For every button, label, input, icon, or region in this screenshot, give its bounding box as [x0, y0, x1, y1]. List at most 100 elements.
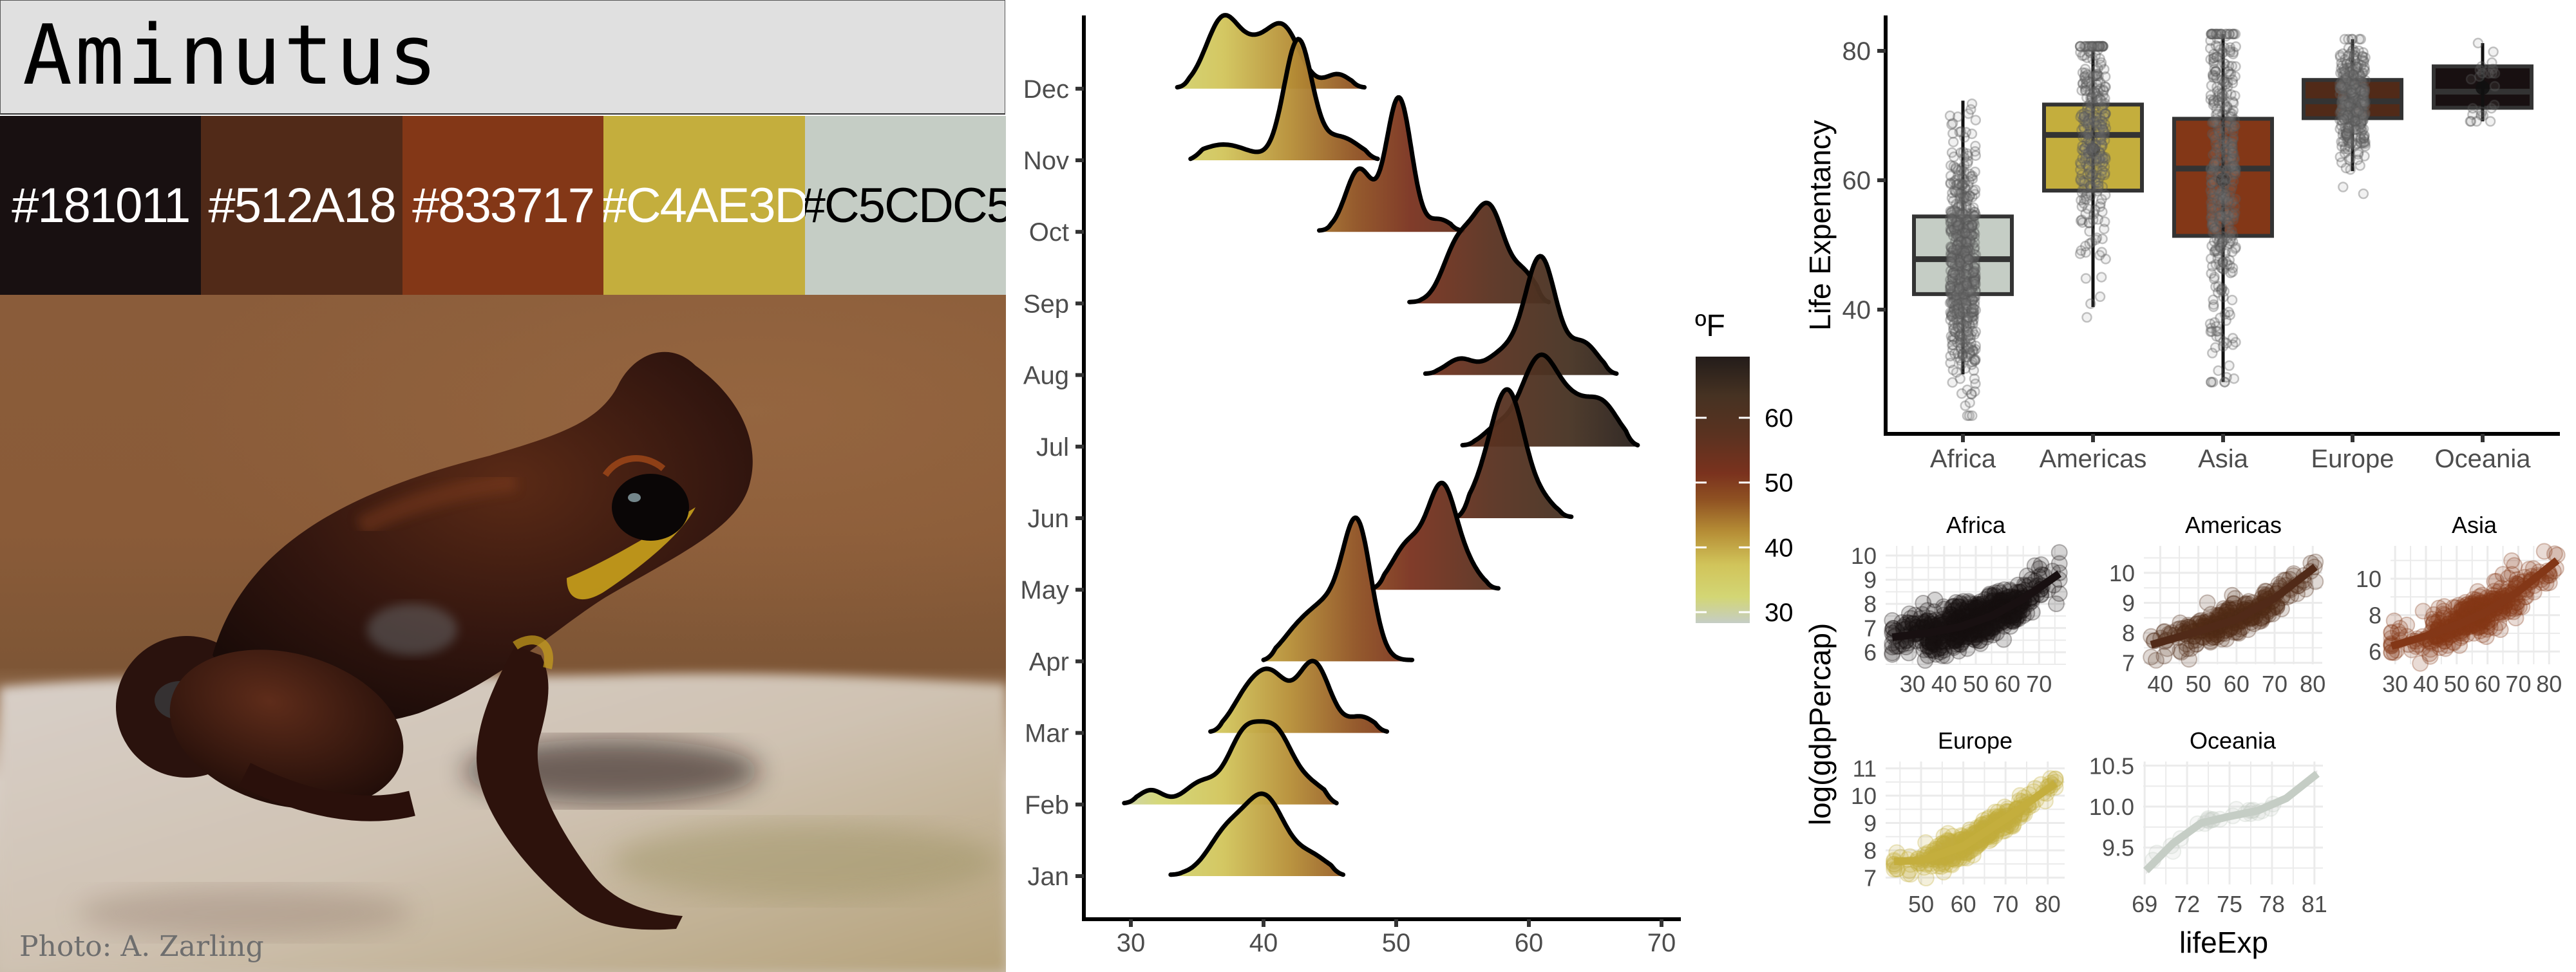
jitter-point	[1947, 205, 1958, 216]
jitter-point	[1962, 234, 1973, 245]
jitter-point	[1960, 209, 1971, 221]
jitter-point	[1965, 215, 1977, 226]
jitter-point	[1953, 302, 1965, 313]
scatter-point	[2535, 543, 2553, 560]
jitter-point	[1946, 308, 1957, 320]
jitter-point	[1954, 288, 1965, 299]
jitter-point	[2349, 79, 2360, 90]
jitter-point	[1967, 173, 1978, 185]
jitter-point	[2209, 52, 2220, 63]
jitter-point	[1970, 354, 1981, 365]
box-group-oceania	[2432, 42, 2533, 122]
y-tick-label: 9	[1864, 810, 1877, 837]
jitter-point	[1955, 331, 1965, 342]
x-tick-label: 50	[2186, 671, 2211, 697]
jitter-point	[1947, 273, 1958, 285]
jitter-point	[1950, 162, 1962, 173]
y-tick-label: 6	[1864, 639, 1877, 666]
jitter-point	[1955, 290, 1965, 301]
jitter-point	[1958, 308, 1969, 319]
color-swatch-c4ae3d[interactable]: #C4AE3D	[603, 116, 805, 295]
jitter-point	[1951, 212, 1962, 223]
y-tick-label: 10	[2356, 566, 2382, 592]
jitter-point	[1954, 234, 1965, 246]
x-tick-label: 60	[2475, 671, 2501, 697]
jitter-point	[1950, 236, 1961, 247]
jitter-point	[2217, 341, 2229, 352]
jitter-point	[1956, 334, 1968, 345]
legend-ticks: 30 40 50 60	[1696, 404, 1794, 627]
jitter-point	[1964, 191, 1975, 201]
jitter-point	[2087, 71, 2099, 82]
jitter-point	[1954, 126, 1965, 138]
palette-title: Aminutus	[23, 8, 440, 104]
jitter-point	[1964, 320, 1976, 332]
jitter-point	[1949, 186, 1961, 197]
jitter-point	[2336, 141, 2347, 152]
jitter-point	[1947, 220, 1958, 230]
jitter-point	[1962, 158, 1973, 169]
jitter-point	[2088, 143, 2099, 154]
boxplot-chart: 40 60 80 Africa Americas Asia Europe Oceania L…	[1803, 15, 2560, 473]
jitter-point	[1951, 243, 1962, 254]
jitter-point	[2211, 108, 2223, 119]
y-tick-label-apr: Apr	[1029, 648, 1069, 676]
jitter-point	[1962, 226, 1973, 237]
jitter-point	[2093, 180, 2104, 192]
facet-americas: Americas 40 50 60 70 80 7 8 9 10	[2109, 512, 2325, 697]
color-swatch-512a18[interactable]: #512A18	[201, 116, 402, 295]
color-swatch-c5cdc5[interactable]: #C5CDC5	[804, 116, 1007, 295]
jitter-point	[1963, 108, 1974, 119]
jitter-point	[1955, 212, 1966, 223]
jitter-point	[1958, 179, 1969, 190]
jitter-point	[1966, 295, 1978, 307]
jitter-point	[1964, 240, 1975, 252]
color-swatch-833717[interactable]: #833717	[402, 116, 604, 295]
jitter-point	[1964, 263, 1975, 274]
jitter-point	[2211, 225, 2222, 236]
jitter-point	[1954, 283, 1965, 294]
jitter-point	[1955, 373, 1965, 384]
jitter-point	[1970, 268, 1981, 279]
jitter-point	[1960, 277, 1971, 288]
jitter-point	[1947, 136, 1959, 147]
jitter-point	[1966, 294, 1978, 304]
y-tick-label: 10.0	[2089, 794, 2134, 820]
jitter-point	[2334, 50, 2345, 61]
jitter-point	[2338, 64, 2349, 75]
jitter-point	[1951, 220, 1963, 231]
jitter-point	[2077, 217, 2088, 228]
jitter-point	[1946, 227, 1956, 238]
jitter-point	[1956, 220, 1967, 232]
jitter-point	[1954, 243, 1965, 254]
scatter-point	[2202, 633, 2219, 650]
color-swatch-181011[interactable]: #181011	[0, 116, 202, 295]
jitter-point	[2075, 111, 2086, 122]
jitter-point	[1965, 203, 1976, 214]
jitter-point	[1964, 295, 1975, 306]
jitter-point	[1957, 179, 1969, 191]
y-tick-label: 7	[1864, 865, 1877, 891]
jitter-point	[1945, 216, 1956, 228]
swatch-label: #C5CDC5	[804, 178, 1007, 233]
jitter-point	[1967, 306, 1979, 318]
jitter-point	[1960, 235, 1972, 247]
jitter-point	[1954, 352, 1965, 364]
jitter-point	[1957, 243, 1968, 254]
jitter-point	[1949, 226, 1961, 237]
box-group-asia	[2172, 33, 2274, 382]
jitter-point	[1948, 161, 1959, 172]
box-x-ticks: Africa Americas Asia Europe Oceania	[1930, 434, 2531, 473]
jitter-point	[1947, 118, 1958, 129]
jitter-point	[1969, 261, 1980, 273]
jitter-point	[1964, 254, 1975, 265]
jitter-point	[1960, 303, 1971, 314]
jitter-point	[1967, 312, 1978, 323]
jitter-point	[2224, 360, 2235, 371]
jitter-point	[1969, 261, 1980, 272]
jitter-point	[1951, 230, 1963, 241]
jitter-point	[2206, 178, 2217, 189]
facet-points	[1886, 770, 2064, 886]
frog-illustration	[0, 295, 1006, 972]
jitter-point	[2477, 110, 2489, 121]
